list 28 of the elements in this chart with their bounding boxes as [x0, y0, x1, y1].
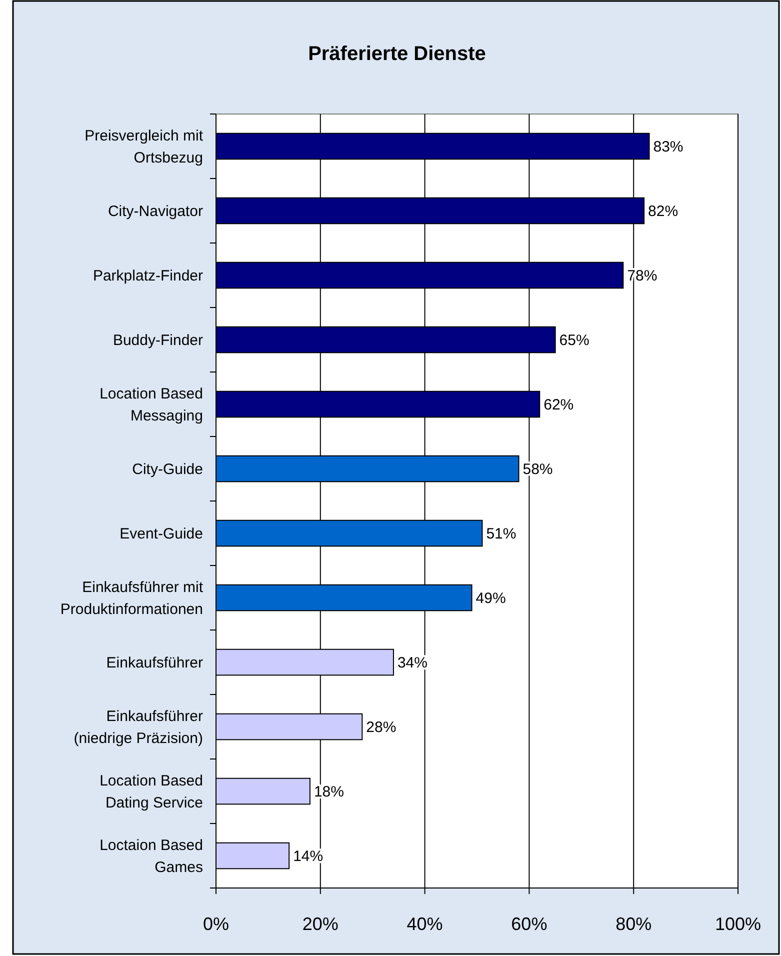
x-tick-label: 40%: [406, 914, 443, 934]
y-tick-label: Location Based Messaging: [100, 386, 203, 424]
y-tick-label: Einkaufsführer (niedrige Präzision): [74, 708, 203, 747]
x-tick-label: 20%: [302, 914, 338, 934]
bar: [216, 842, 290, 870]
y-tick-label: Einkaufsführer mit Produktinformationen: [60, 579, 204, 618]
y-tick-label: City-Navigator: [108, 203, 203, 220]
data-label: 62%: [544, 396, 574, 414]
data-label: 65%: [559, 332, 590, 349]
x-tick-label: 60%: [511, 914, 548, 934]
y-tick-label: Location Based Dating Service: [100, 772, 203, 812]
x-tick-label: 0%: [202, 914, 230, 934]
y-tick-label: Parkplatz-Finder: [92, 268, 203, 284]
data-label: 28%: [366, 719, 396, 736]
data-label: 51%: [486, 526, 516, 542]
data-label: 82%: [648, 203, 678, 220]
x-tick-label: 100%: [714, 914, 762, 934]
data-label: 83%: [653, 138, 684, 156]
y-tick-label: City-Guide: [132, 461, 203, 478]
y-tick-label: Loctaion Based Games: [100, 837, 203, 876]
bar: [216, 778, 310, 805]
y-tick-label: Einkaufsführer: [106, 654, 203, 672]
y-tick-label: Event-Guide: [120, 526, 203, 542]
y-tick-label: Buddy-Finder: [112, 332, 203, 349]
data-label: 49%: [476, 590, 506, 607]
chart-title: Präferierte Dienste: [308, 43, 486, 65]
y-tick-label: Preisvergleich mit Ortsbezug: [84, 128, 204, 166]
x-tick-label: 80%: [616, 914, 652, 934]
